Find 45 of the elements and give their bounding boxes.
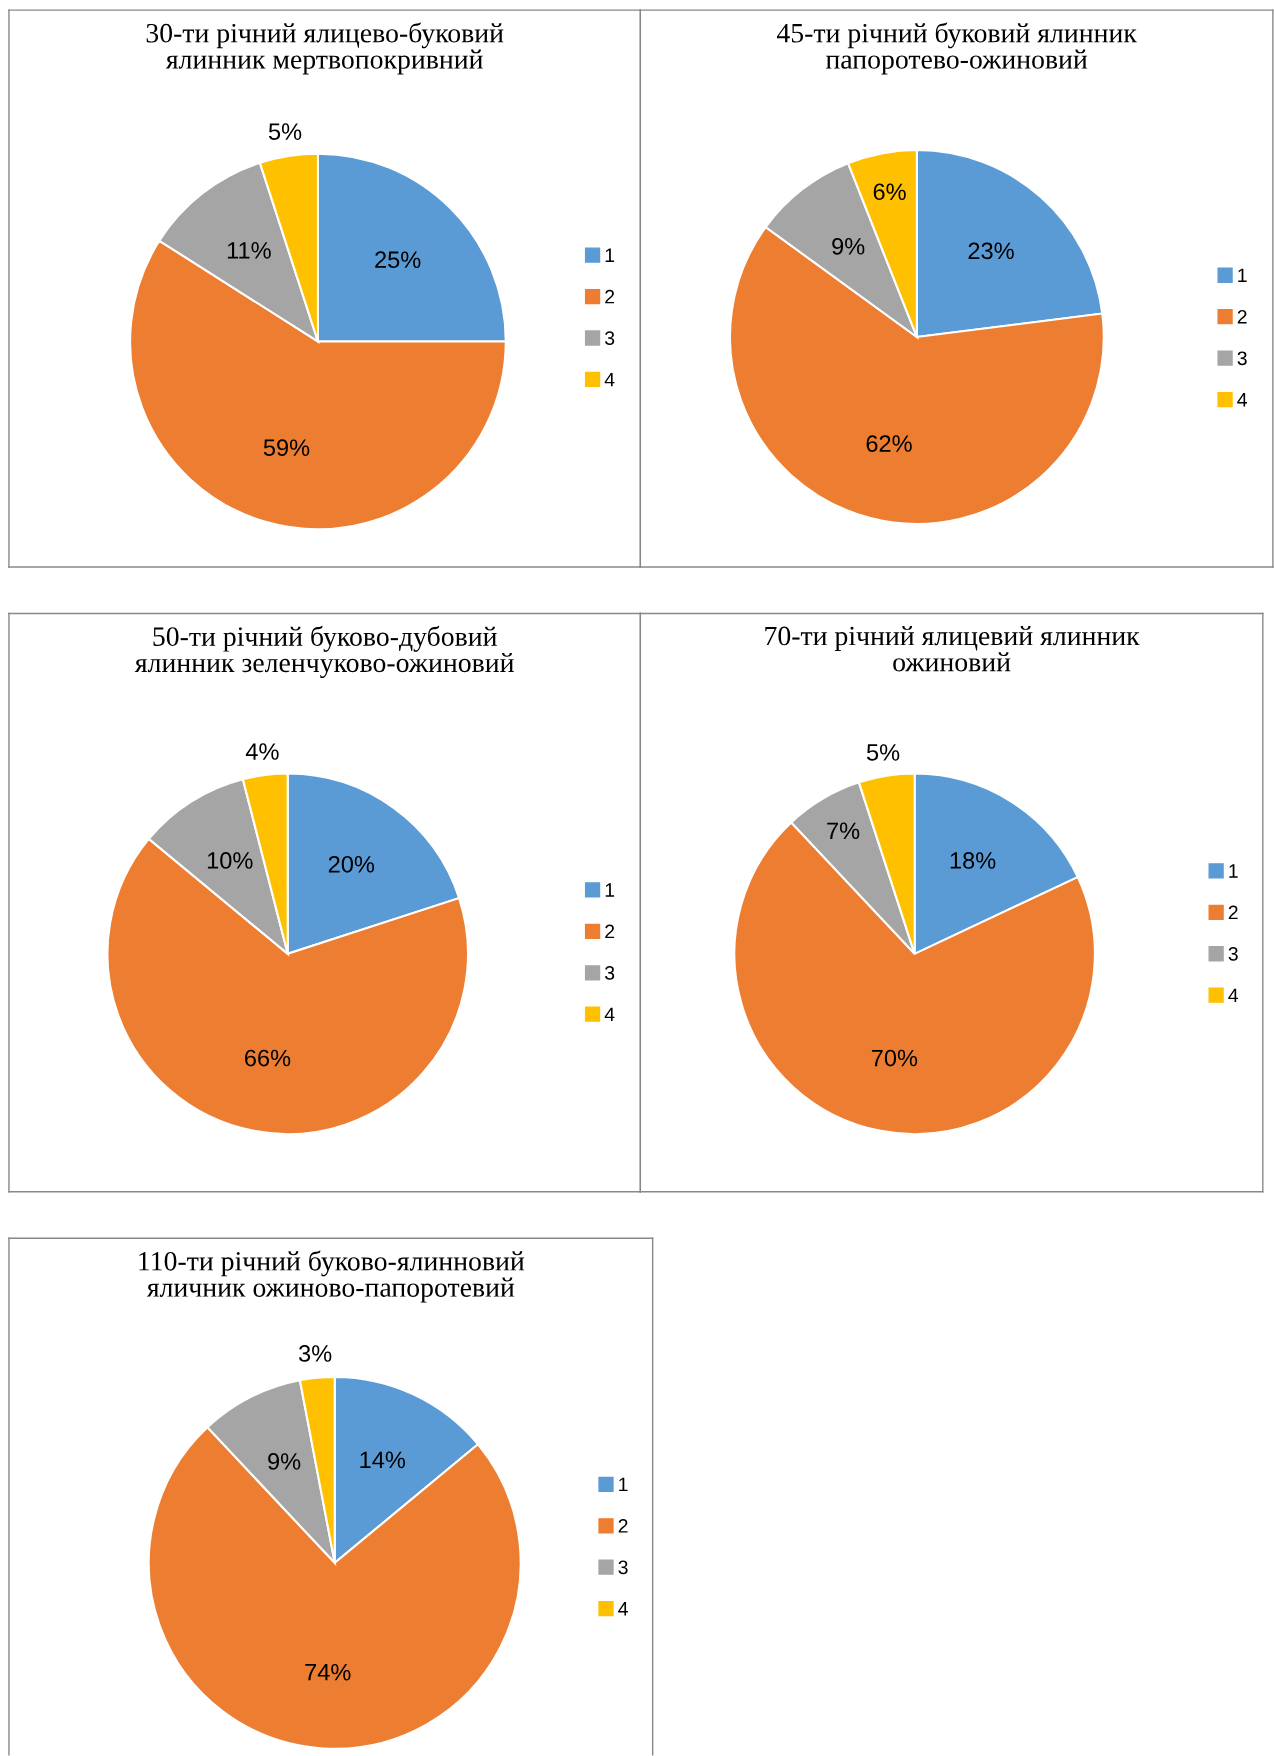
legend-label: 2 [618,1519,628,1533]
legend-label: 4 [604,372,615,387]
chart-title: 45-ти річний буковий ялинник папоротево-ожиновий [776,22,1137,75]
data-label: 14% [360,1451,406,1469]
legend-label: 4 [618,1602,628,1616]
data-label: 74% [305,1663,351,1681]
data-label: 11% [227,242,271,259]
legend-label: 4 [1228,988,1239,1003]
data-label: 5% [268,123,302,140]
data-label: 66% [245,1049,291,1067]
legend-label: 1 [1238,268,1247,283]
data-label: 6% [873,183,906,201]
legend-label: 1 [605,248,615,262]
legend-label: 3 [618,1560,628,1575]
legend-label: 3 [1237,351,1247,366]
data-label: 25% [375,251,421,269]
data-label: 20% [328,855,375,873]
legend-label: 1 [619,1477,628,1492]
legend-label: 2 [1228,905,1238,920]
chart-title: 30-ти річний ялицево-буковий ялинник мертвопокривний [146,22,504,75]
legend-label: 3 [604,966,615,980]
chart-title: 70-ти річний ялицевий ялинник ожиновий [765,626,1140,672]
data-label: 7% [827,822,860,840]
data-label: 62% [866,435,912,452]
chart-title: 50-ти річний буково-дубовий ялинник зеленчуково-ожиновий [134,625,514,678]
data-label: 9% [268,1453,301,1470]
data-label: 5% [866,744,900,761]
data-label: 9% [832,237,865,255]
data-label: 23% [968,242,1014,260]
data-label: 18% [950,852,996,869]
legend-label: 3 [604,331,615,346]
data-label: 59% [263,439,310,457]
legend-label: 4 [604,1007,615,1022]
legend-label: 2 [605,289,615,304]
legend-label: 1 [1229,864,1238,878]
data-label: 10% [207,852,253,869]
legend-label: 1 [605,883,615,897]
legend-label: 2 [605,924,615,939]
data-label: 70% [871,1049,918,1067]
chart-title: 110-ти річний буково-ялинновий яличник ожиново-папоротевий [139,1250,525,1303]
legend-label: 2 [1237,309,1247,324]
data-label: 3% [298,1345,332,1362]
legend-label: 4 [1237,393,1248,407]
data-label: 4% [245,743,279,760]
legend-label: 3 [1228,946,1238,961]
